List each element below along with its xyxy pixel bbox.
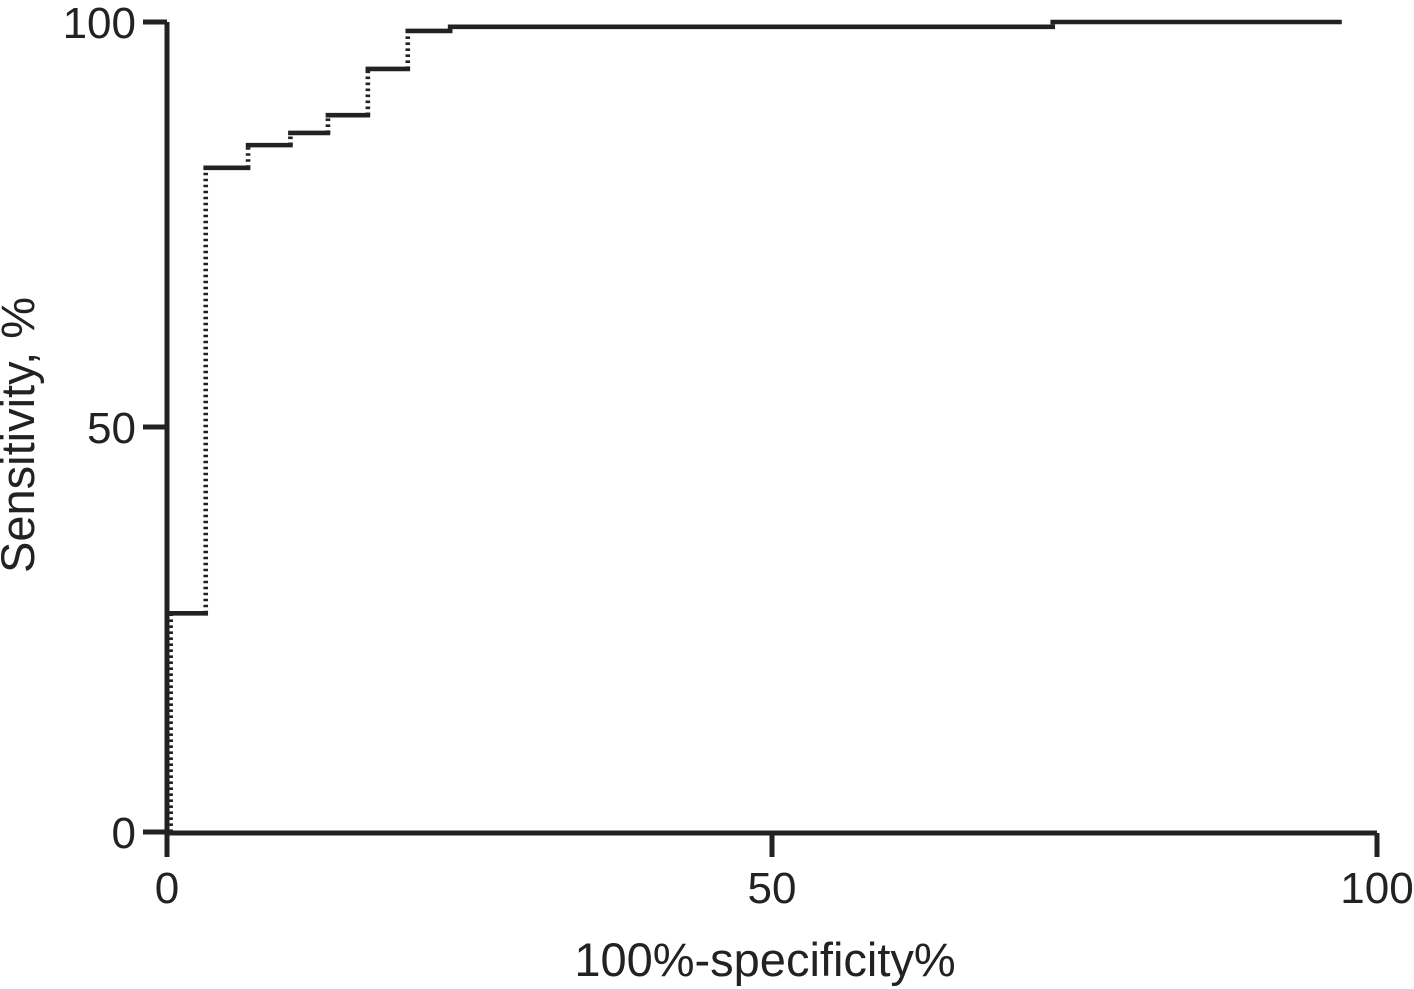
axes — [143, 19, 1380, 857]
x-tick-label: 0 — [155, 864, 179, 913]
x-tick-label: 50 — [748, 864, 797, 913]
x-axis-title: 100%-specificity% — [574, 933, 955, 986]
y-axis-title: Sensitivity, % — [0, 297, 44, 573]
y-tick-label: 0 — [112, 809, 136, 858]
y-tick-label: 100 — [63, 0, 136, 48]
x-tick-label: 100 — [1340, 864, 1413, 913]
roc-curve — [168, 19, 1342, 832]
y-tick-label: 50 — [87, 404, 136, 453]
tick-labels: 0 50 100 0 50 100 — [63, 0, 1414, 913]
